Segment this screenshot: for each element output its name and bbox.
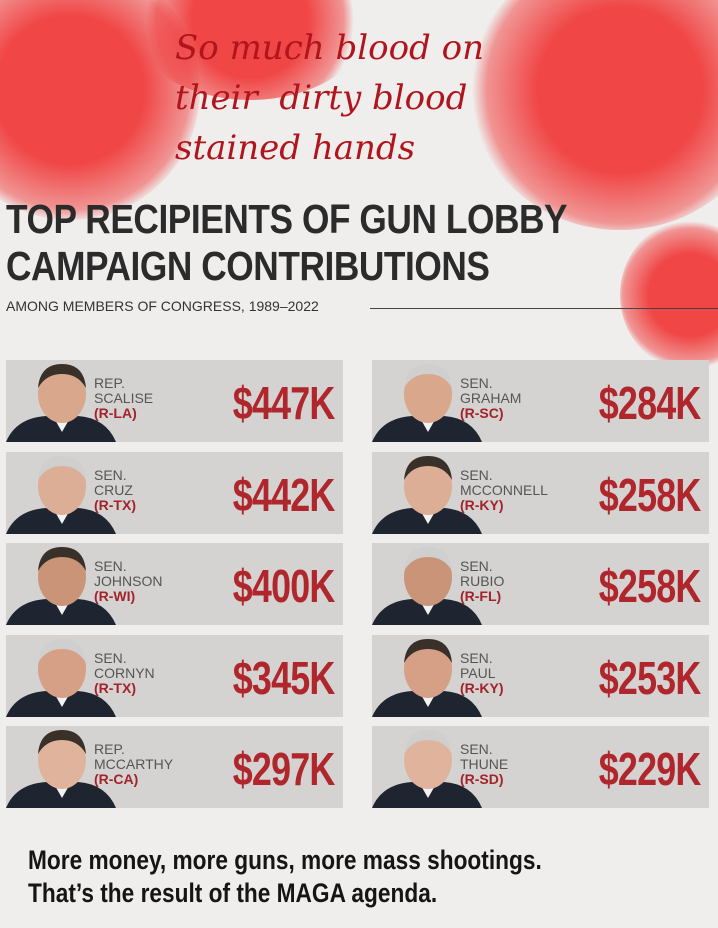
name: THUNE <box>460 756 509 772</box>
office: SEN. <box>460 558 493 574</box>
blood-stain <box>620 220 718 370</box>
office: SEN. <box>460 375 493 391</box>
portrait <box>6 547 116 625</box>
party: (R-CA) <box>94 771 139 787</box>
recipient-label: SEN. THUNE (R-SD) <box>460 742 508 787</box>
recipient-card: REP. MCCARTHY (R-CA) $297K <box>6 726 343 808</box>
recipient-label: SEN. CRUZ (R-TX) <box>94 466 136 513</box>
recipient-label: SEN. JOHNSON (R-WI) <box>94 559 162 604</box>
party: (R-TX) <box>94 679 136 696</box>
office: SEN. <box>94 466 127 483</box>
name: CRUZ <box>94 481 133 498</box>
portrait <box>6 364 116 442</box>
office: SEN. <box>460 466 493 483</box>
name: MCCARTHY <box>94 756 174 772</box>
footer-text: More money, more guns, more mass shootin… <box>28 845 542 875</box>
name: GRAHAM <box>460 390 522 406</box>
recipient-card: SEN. THUNE (R-SD) $229K <box>372 726 709 808</box>
recipient-card: SEN. MCCONNELL (R-KY) $258K <box>372 451 709 534</box>
office: SEN. <box>460 741 493 757</box>
party: (R-KY) <box>460 679 504 696</box>
recipient-card: SEN. PAUL (R-KY) $253K <box>372 634 709 717</box>
office: REP. <box>94 741 125 757</box>
recipient-label: SEN. CORNYN (R-TX) <box>94 649 155 696</box>
name: MCCONNELL <box>460 481 548 498</box>
amount: $442K <box>233 468 336 521</box>
party: (R-SD) <box>460 771 504 787</box>
name: PAUL <box>460 664 496 681</box>
portrait <box>372 547 482 625</box>
recipient-card: SEN. JOHNSON (R-WI) $400K <box>6 543 343 625</box>
recipient-card: SEN. RUBIO (R-FL) $258K <box>372 543 709 625</box>
office: REP. <box>94 375 125 391</box>
recipient-label: REP. MCCARTHY (R-CA) <box>94 742 173 787</box>
title: TOP RECIPIENTS OF GUN LOBBY <box>6 196 568 242</box>
recipient-card: SEN. CORNYN (R-TX) $345K <box>6 634 343 717</box>
name: SCALISE <box>94 390 154 406</box>
amount: $400K <box>233 560 336 612</box>
recipient-label: SEN. RUBIO (R-FL) <box>460 559 504 604</box>
amount: $297K <box>233 743 336 795</box>
overlay-text: So much blood on <box>175 28 484 68</box>
party: (R-SC) <box>460 405 504 421</box>
recipient-label: REP. SCALISE (R-LA) <box>94 376 153 421</box>
portrait <box>6 455 116 534</box>
portrait <box>372 455 482 534</box>
overlay-text: stained hands <box>175 128 416 168</box>
portrait <box>372 730 482 808</box>
overlay-text: their dirty blood <box>175 78 468 118</box>
name: CORNYN <box>94 664 155 681</box>
party: (R-WI) <box>94 588 136 604</box>
recipient-card: SEN. GRAHAM (R-SC) $284K <box>372 360 709 442</box>
footer-text: That’s the result of the MAGA agenda. <box>28 878 438 908</box>
name: JOHNSON <box>94 573 163 589</box>
office: SEN. <box>94 649 127 666</box>
amount: $253K <box>599 651 702 704</box>
party: (R-LA) <box>94 405 137 421</box>
amount: $229K <box>599 743 702 795</box>
recipient-label: SEN. MCCONNELL (R-KY) <box>460 466 548 513</box>
party: (R-TX) <box>94 496 136 513</box>
portrait <box>372 364 482 442</box>
portrait <box>372 638 482 717</box>
recipient-label: SEN. PAUL (R-KY) <box>460 649 504 696</box>
subtitle: AMONG MEMBERS OF CONGRESS, 1989–2022 <box>6 298 319 314</box>
recipient-label: SEN. GRAHAM (R-SC) <box>460 376 521 421</box>
amount: $258K <box>599 560 702 612</box>
amount: $284K <box>599 377 702 429</box>
amount: $447K <box>233 377 336 429</box>
portrait <box>6 730 116 808</box>
amount: $345K <box>233 651 336 704</box>
party: (R-KY) <box>460 496 504 513</box>
recipient-card: REP. SCALISE (R-LA) $447K <box>6 360 343 442</box>
recipient-card: SEN. CRUZ (R-TX) $442K <box>6 451 343 534</box>
rule <box>370 308 718 309</box>
title: CAMPAIGN CONTRIBUTIONS <box>6 243 490 289</box>
party: (R-FL) <box>460 588 502 604</box>
office: SEN. <box>460 649 493 666</box>
office: SEN. <box>94 558 127 574</box>
portrait <box>6 638 116 717</box>
name: RUBIO <box>460 573 505 589</box>
amount: $258K <box>599 468 702 521</box>
